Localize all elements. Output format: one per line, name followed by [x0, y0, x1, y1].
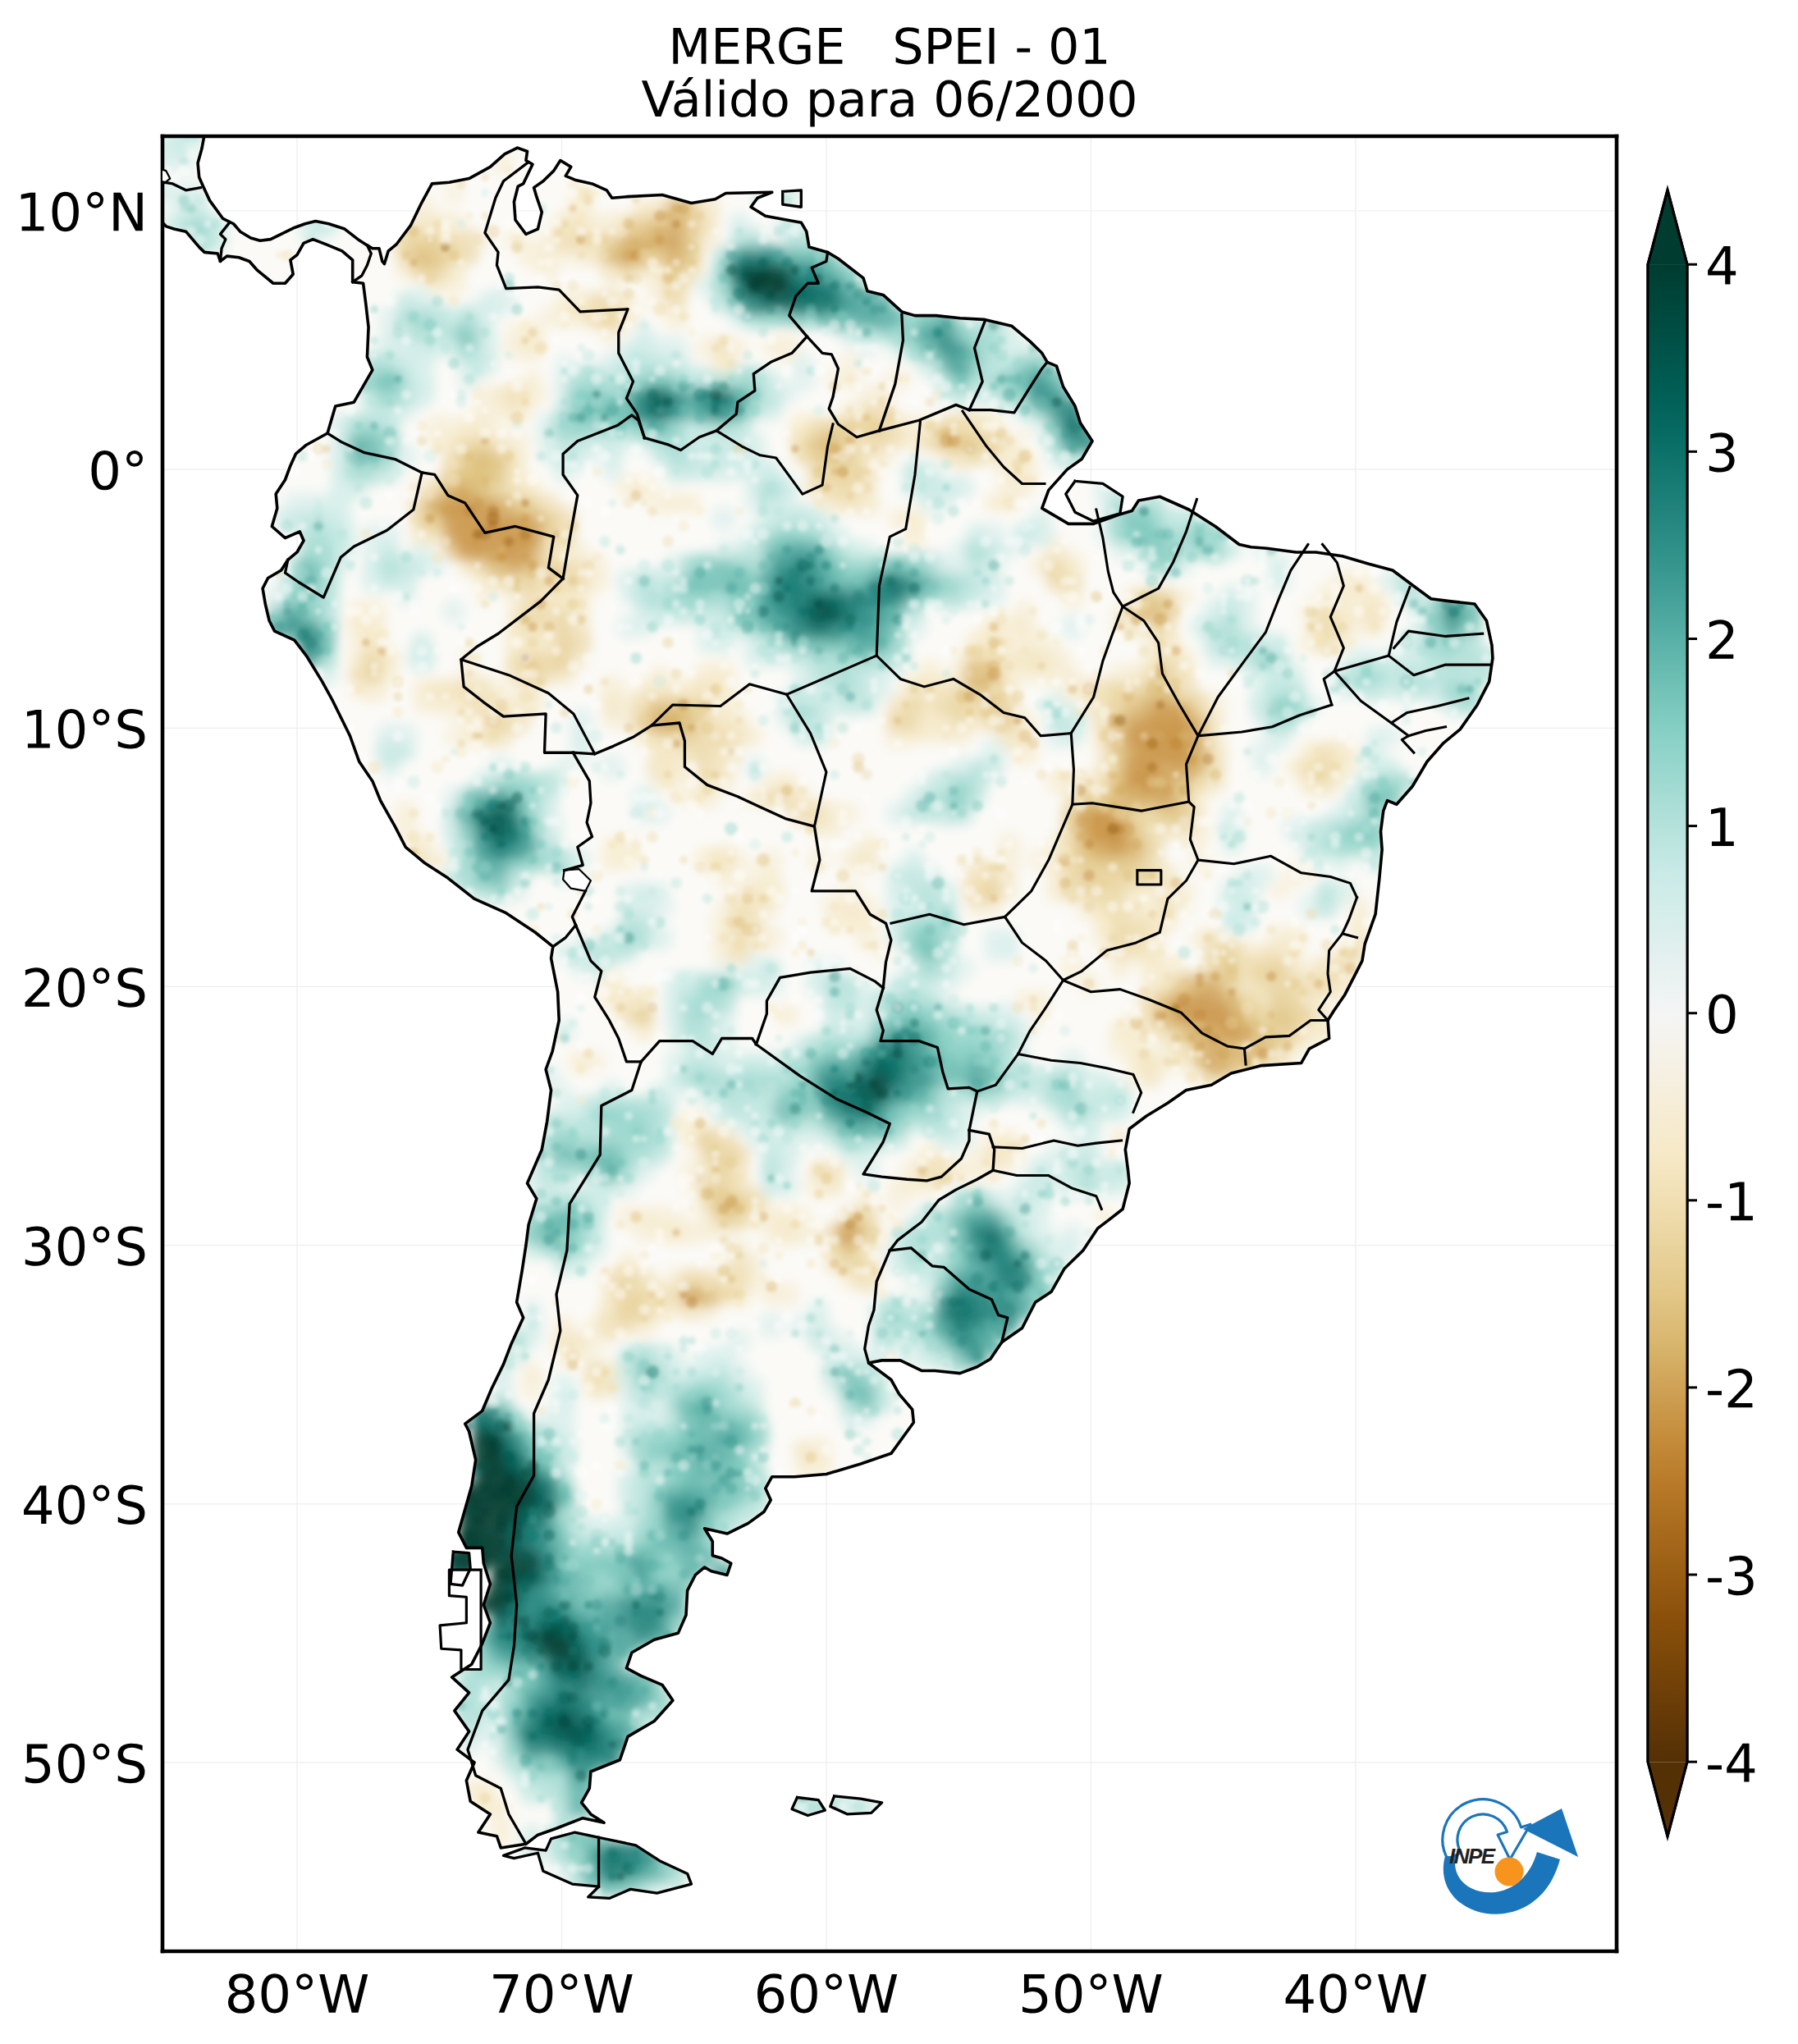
- svg-text:INPE: INPE: [1449, 1844, 1496, 1868]
